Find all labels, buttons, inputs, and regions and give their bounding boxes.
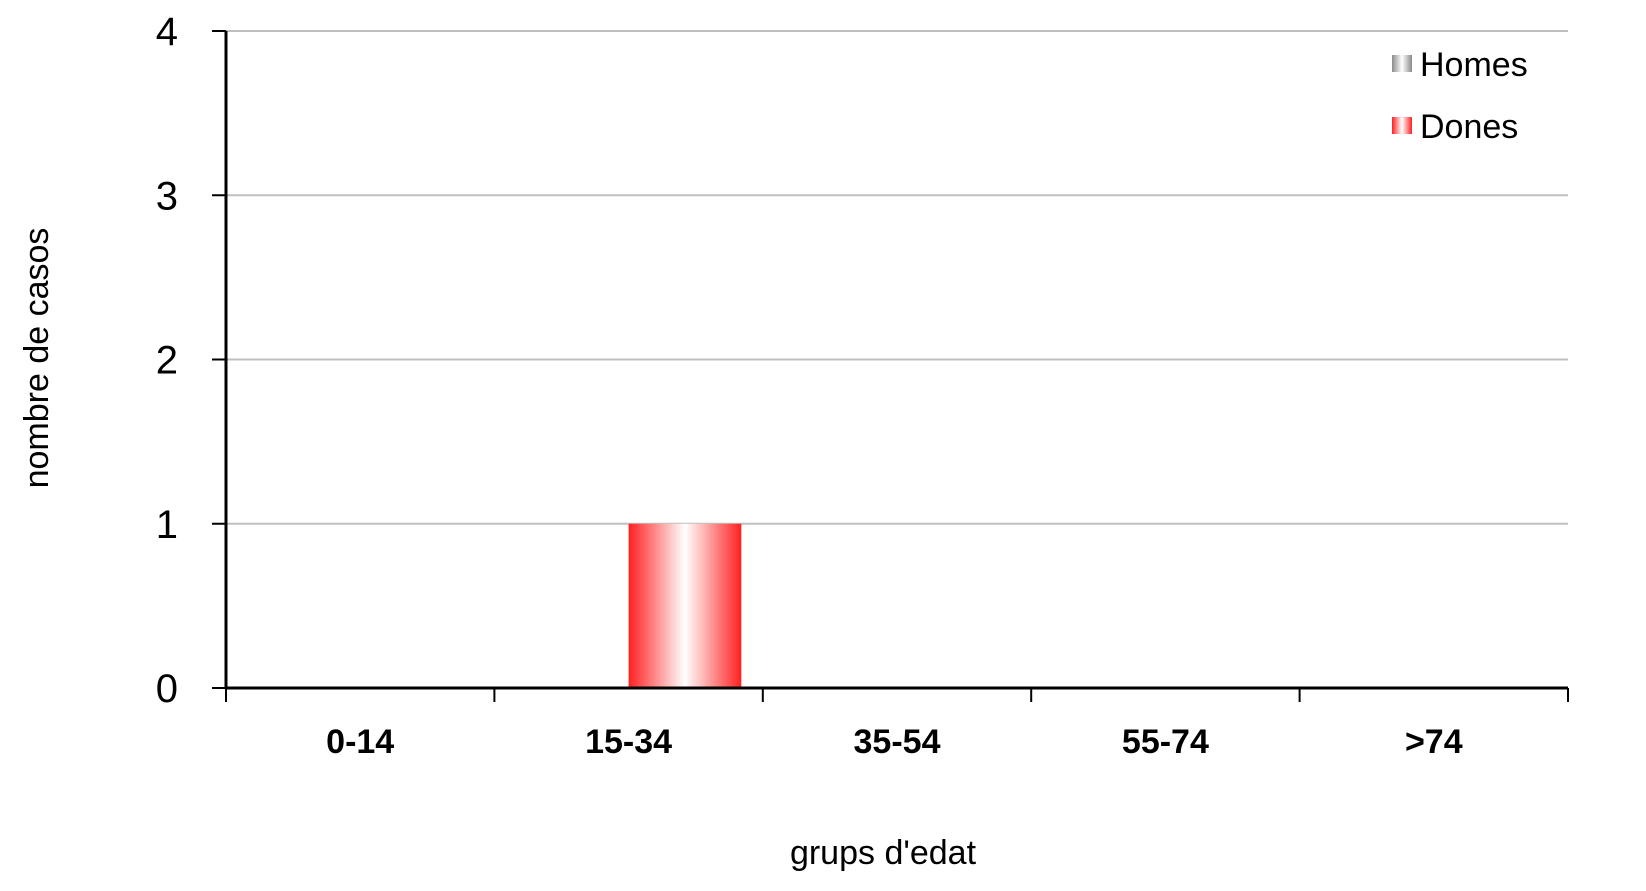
- axes: [212, 31, 1568, 702]
- gridlines: [226, 31, 1568, 524]
- x-tick-label: 0-14: [326, 723, 394, 761]
- bars: [629, 524, 742, 688]
- y-tick-label: 0: [156, 667, 178, 711]
- y-tick-label: 1: [156, 503, 178, 547]
- y-axis-label: nombre de casos: [18, 228, 56, 489]
- x-tick-labels: 0-14 15-34 35-54 55-74 >74: [326, 723, 1463, 761]
- bar-dones-1: [629, 524, 742, 688]
- legend: Homes Dones: [1392, 46, 1528, 146]
- legend-swatch-dones: [1392, 117, 1412, 134]
- y-tick-label: 4: [156, 10, 178, 54]
- y-tick-label: 3: [156, 174, 178, 218]
- y-tick-labels: 0 1 2 3 4: [156, 10, 178, 711]
- x-tick-label: 55-74: [1122, 723, 1209, 761]
- legend-swatch-homes: [1392, 55, 1412, 72]
- x-tick-label: 35-54: [854, 723, 941, 761]
- y-tick-label: 2: [156, 339, 178, 383]
- legend-label-dones: Dones: [1420, 108, 1518, 146]
- x-axis-label: grups d'edat: [790, 834, 977, 872]
- x-tick-label: 15-34: [585, 723, 672, 761]
- legend-label-homes: Homes: [1420, 46, 1528, 84]
- x-tick-label: >74: [1405, 723, 1463, 761]
